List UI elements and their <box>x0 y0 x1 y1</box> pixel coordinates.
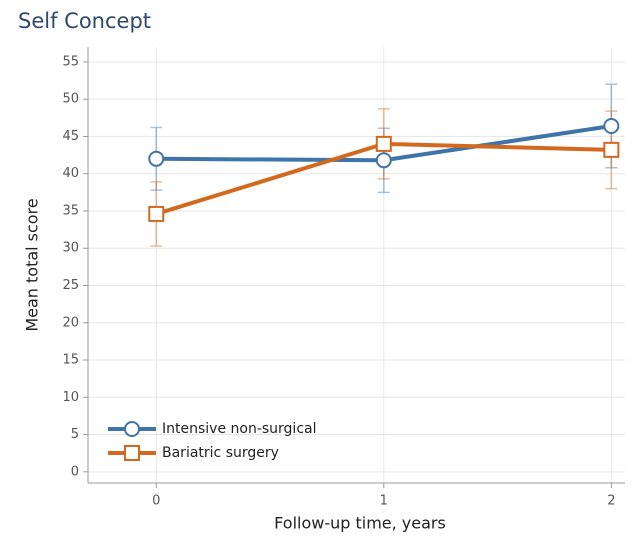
legend-item: Intensive non-surgical <box>108 421 317 437</box>
y-tick-label: 30 <box>62 241 79 256</box>
y-tick-label: 55 <box>62 54 79 69</box>
marker <box>375 152 392 169</box>
x-tick-label: 1 <box>380 494 388 509</box>
x-tick-label: 2 <box>607 494 615 509</box>
marker <box>375 135 392 152</box>
marker <box>148 205 165 222</box>
y-tick-label: 40 <box>62 166 79 181</box>
x-tick-label: 0 <box>152 494 160 509</box>
y-tick-label: 5 <box>71 427 79 442</box>
y-tick-label: 0 <box>71 464 79 479</box>
legend-marker <box>124 445 140 461</box>
y-tick-label: 45 <box>62 129 79 144</box>
x-axis-title: Follow-up time, years <box>274 514 446 533</box>
y-tick-label: 50 <box>62 92 79 107</box>
marker <box>603 118 620 135</box>
y-tick-label: 35 <box>62 203 79 218</box>
chart-title: Self Concept <box>18 9 151 33</box>
legend-label: Intensive non-surgical <box>162 421 317 437</box>
legend-label: Bariatric surgery <box>162 445 279 461</box>
y-tick-label: 15 <box>62 353 79 368</box>
marker <box>603 141 620 158</box>
y-tick-label: 10 <box>62 390 79 405</box>
legend-marker <box>124 421 140 437</box>
legend-item: Bariatric surgery <box>108 445 279 461</box>
y-tick-label: 25 <box>62 278 79 293</box>
y-axis-title: Mean total score <box>23 198 42 331</box>
y-tick-label: 20 <box>62 315 79 330</box>
marker <box>148 150 165 167</box>
